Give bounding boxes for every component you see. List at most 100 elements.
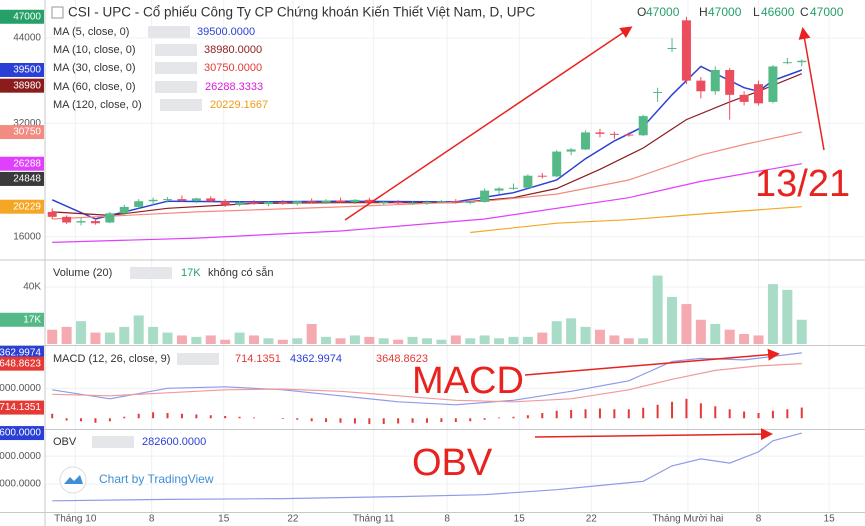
histogram-bar bbox=[699, 403, 702, 419]
volume-bar bbox=[119, 326, 130, 344]
volume-bar bbox=[335, 338, 346, 344]
histogram-bar bbox=[627, 409, 630, 419]
legend-icons[interactable] bbox=[177, 353, 219, 365]
legend-value: 39500.0000 bbox=[197, 26, 255, 38]
histogram-bar bbox=[108, 418, 111, 422]
legend-value: 30750.0000 bbox=[204, 62, 262, 74]
candle-body bbox=[134, 201, 144, 207]
volume-bar bbox=[421, 338, 432, 344]
histogram-bar bbox=[253, 417, 256, 419]
candle-body bbox=[451, 201, 461, 203]
volume-bar bbox=[47, 329, 58, 344]
candle-body bbox=[422, 201, 432, 203]
volume-bar bbox=[277, 339, 288, 344]
legend-icons[interactable] bbox=[160, 99, 202, 111]
histogram-bar bbox=[123, 416, 126, 419]
ohlc-key: L bbox=[753, 5, 760, 19]
indicator-line bbox=[52, 352, 802, 406]
volume-bar bbox=[494, 338, 505, 344]
volume-bar bbox=[306, 324, 317, 344]
watermark[interactable]: Chart by TradingView bbox=[99, 472, 214, 486]
histogram-bar bbox=[180, 413, 183, 419]
candle-body bbox=[566, 149, 576, 152]
price-badge bbox=[0, 171, 44, 186]
volume-bar bbox=[739, 334, 750, 344]
price-badge-label: 30750 bbox=[13, 127, 41, 138]
volume-bar bbox=[76, 321, 87, 344]
histogram-bar bbox=[195, 414, 198, 419]
histogram-bar bbox=[743, 411, 746, 419]
annotation: OBV bbox=[412, 442, 493, 484]
tv-logo-icon bbox=[64, 475, 83, 484]
price-badge-label: 3648.8623 bbox=[0, 358, 41, 369]
x-tick-label: Tháng 10 bbox=[54, 514, 97, 525]
candle-body bbox=[321, 200, 331, 203]
volume-bar bbox=[292, 338, 303, 344]
indicator-line bbox=[52, 432, 802, 502]
volume-bar bbox=[753, 335, 764, 344]
candle-body bbox=[263, 201, 273, 205]
histogram-bar bbox=[714, 406, 717, 419]
candle-body bbox=[47, 211, 57, 217]
volume-bar bbox=[638, 338, 649, 344]
histogram-bar bbox=[368, 418, 371, 424]
price-badge bbox=[0, 9, 44, 24]
legend-icons[interactable] bbox=[130, 267, 172, 279]
candle-body bbox=[76, 221, 86, 223]
annotation-arrow bbox=[798, 27, 825, 151]
legend-icons[interactable] bbox=[92, 436, 134, 448]
legend-name: MA (30, close, 0) bbox=[53, 62, 136, 74]
volume-bar bbox=[681, 304, 692, 344]
candle-body bbox=[379, 201, 389, 203]
candle-body bbox=[609, 133, 619, 135]
x-tick-label: Tháng 11 bbox=[353, 514, 395, 525]
volume-bar bbox=[479, 335, 490, 344]
ohlc-value: 47000 bbox=[708, 5, 742, 19]
histogram-bar bbox=[425, 418, 428, 423]
candle-body bbox=[119, 206, 129, 214]
volume-bar bbox=[522, 336, 533, 344]
candle-body bbox=[278, 201, 288, 204]
candle-body bbox=[581, 132, 591, 150]
legend-value: 26288.3333 bbox=[205, 81, 263, 93]
histogram-bar bbox=[137, 413, 140, 419]
histogram-bar bbox=[483, 418, 486, 420]
histogram-bar bbox=[685, 398, 688, 419]
legend-name: MA (5, close, 0) bbox=[53, 26, 129, 38]
legend-icons[interactable] bbox=[155, 81, 197, 93]
legend-name: MA (60, close, 0) bbox=[53, 81, 136, 93]
candle-body bbox=[408, 202, 418, 204]
histogram-bar bbox=[584, 409, 587, 419]
y-tick-label: 100000.0000 bbox=[0, 479, 41, 490]
histogram-bar bbox=[555, 410, 558, 419]
y-tick-label: 2000.0000 bbox=[0, 383, 41, 394]
histogram-bar bbox=[238, 416, 241, 419]
price-badge bbox=[0, 312, 44, 327]
legend-icons[interactable] bbox=[155, 62, 197, 74]
ohlc-key: O bbox=[637, 5, 646, 19]
legend-status: không có sẵn bbox=[208, 266, 273, 279]
legend-value: 20229.1667 bbox=[210, 99, 268, 111]
candle-body bbox=[335, 200, 345, 202]
histogram-bar bbox=[166, 413, 169, 419]
volume-bar bbox=[104, 332, 115, 344]
candle-body bbox=[350, 199, 360, 202]
grid-layer bbox=[45, 0, 865, 512]
annotation-arrow bbox=[524, 348, 780, 376]
candle-body bbox=[667, 47, 677, 49]
price-badge bbox=[0, 199, 44, 214]
legend-name: Volume (20) bbox=[53, 267, 112, 279]
legend-icons[interactable] bbox=[148, 26, 190, 38]
x-tick-label: Tháng Mười hai bbox=[652, 514, 723, 525]
price-badge-label: 4362.9974 bbox=[0, 348, 41, 359]
volume-bar bbox=[349, 335, 360, 344]
candle-body bbox=[768, 66, 778, 102]
volume-bar bbox=[249, 335, 260, 344]
histogram-bar bbox=[498, 417, 501, 419]
legend-value: 4362.9974 bbox=[290, 353, 342, 365]
legend-icons[interactable] bbox=[155, 44, 197, 56]
price-badge-label: 38980 bbox=[13, 80, 41, 91]
collapse-icon[interactable] bbox=[51, 6, 64, 19]
histogram-bar bbox=[310, 418, 313, 422]
histogram-bar bbox=[786, 409, 789, 419]
